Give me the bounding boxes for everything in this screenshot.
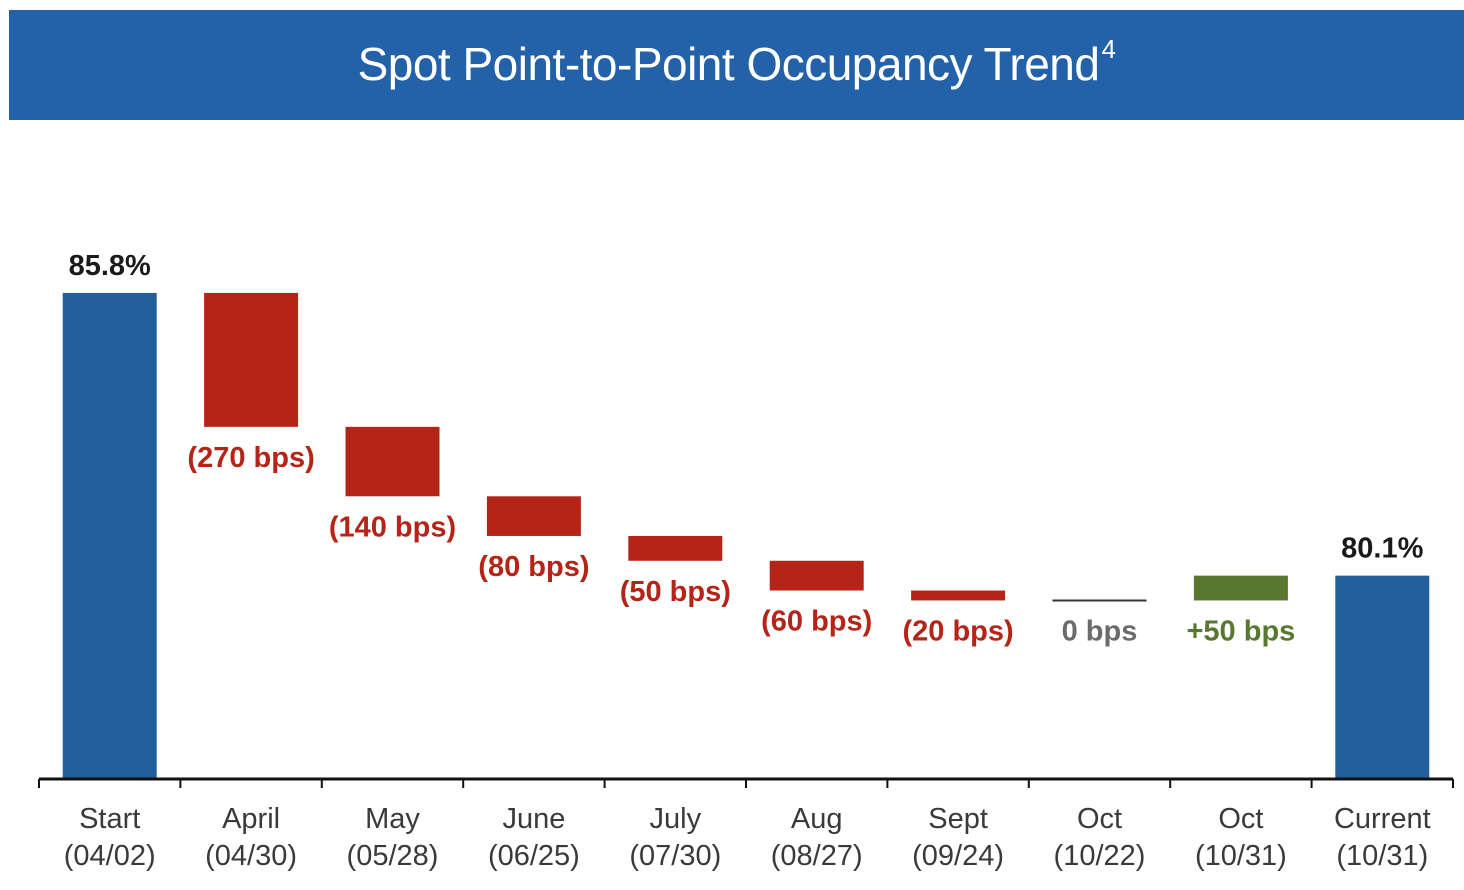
bar-1	[204, 292, 299, 427]
category-label-3: June	[502, 803, 565, 835]
data-label-8: +50 bps	[1186, 615, 1295, 647]
category-date-label-7: (10/22)	[1054, 840, 1146, 872]
category-label-0: Start	[79, 803, 140, 835]
title-footnote-marker: 4	[1101, 33, 1116, 64]
category-date-label-2: (05/28)	[347, 840, 439, 872]
data-label-9: 80.1%	[1341, 533, 1423, 565]
category-label-2: May	[365, 803, 420, 835]
bar-9	[1335, 575, 1430, 779]
chart-title: Spot Point-to-Point Occupancy Trend4	[358, 34, 1116, 91]
category-label-8: Oct	[1218, 803, 1263, 835]
chart-title-text: Spot Point-to-Point Occupancy Trend	[357, 37, 1100, 90]
bar-6	[911, 590, 1006, 601]
data-label-2: (140 bps)	[329, 511, 456, 543]
data-label-7: 0 bps	[1062, 615, 1138, 647]
bar-5	[769, 560, 864, 591]
category-date-label-1: (04/30)	[205, 840, 297, 872]
category-date-label-9: (10/31)	[1336, 840, 1428, 872]
data-label-6: (20 bps)	[903, 615, 1014, 647]
data-label-0: 85.8%	[69, 250, 151, 282]
category-date-label-5: (08/27)	[771, 840, 863, 872]
category-date-label-6: (09/24)	[912, 840, 1004, 872]
bar-0	[62, 292, 157, 779]
category-label-7: Oct	[1077, 803, 1122, 835]
bar-2	[345, 426, 440, 497]
data-label-1: (270 bps)	[187, 442, 314, 474]
category-date-label-3: (06/25)	[488, 840, 580, 872]
data-label-3: (80 bps)	[478, 551, 589, 583]
bar-3	[486, 496, 581, 536]
category-label-4: July	[650, 803, 702, 835]
category-date-label-0: (04/02)	[64, 840, 156, 872]
category-label-5: Aug	[791, 803, 843, 835]
category-date-label-8: (10/31)	[1195, 840, 1287, 872]
bar-8	[1193, 575, 1288, 601]
category-label-1: April	[222, 803, 280, 835]
bar-4	[628, 535, 723, 561]
chart-header: Spot Point-to-Point Occupancy Trend4	[9, 10, 1464, 120]
category-label-9: Current	[1334, 803, 1431, 835]
category-label-6: Sept	[928, 803, 988, 835]
category-date-label-4: (07/30)	[629, 840, 721, 872]
data-label-4: (50 bps)	[620, 576, 731, 608]
data-label-5: (60 bps)	[761, 606, 872, 638]
